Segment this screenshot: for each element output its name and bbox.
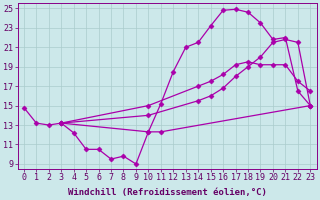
X-axis label: Windchill (Refroidissement éolien,°C): Windchill (Refroidissement éolien,°C) xyxy=(68,188,267,197)
